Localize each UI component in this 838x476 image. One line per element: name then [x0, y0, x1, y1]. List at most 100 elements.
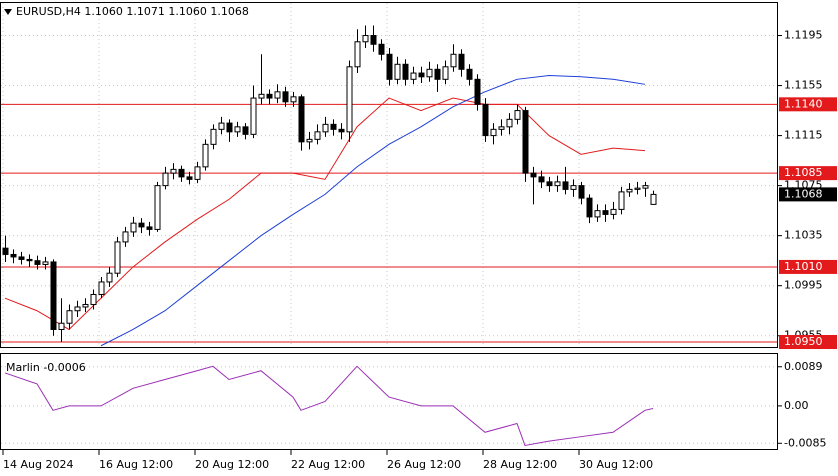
y-tick-label: 0.00 — [784, 399, 809, 412]
candle-body — [106, 272, 113, 283]
candle-body — [434, 68, 441, 80]
candle-body — [442, 66, 449, 80]
candle-body — [562, 181, 569, 190]
candle-body — [466, 68, 473, 80]
y-tick-label: 1.1195 — [784, 29, 823, 42]
candle-body — [210, 128, 217, 145]
candle-body — [346, 66, 353, 133]
candle-body — [138, 222, 145, 228]
candle-body — [18, 256, 25, 260]
collapse-arrow[interactable] — [4, 9, 12, 15]
candle-body — [626, 188, 633, 193]
candle-body — [650, 193, 657, 205]
candle-body — [34, 260, 41, 265]
candle-body — [266, 93, 273, 99]
candle-body — [218, 122, 225, 130]
candle-body — [306, 138, 313, 143]
candle-body — [394, 63, 401, 80]
candle-body — [114, 241, 121, 274]
candle-body — [498, 126, 505, 130]
y-tick-label: 1.1155 — [784, 79, 823, 92]
candle-body — [282, 91, 289, 103]
y-tick-label: 1.0995 — [784, 279, 823, 292]
y-tick-label: 1.1035 — [784, 229, 823, 242]
candle-body — [2, 247, 9, 255]
candle-body — [634, 187, 641, 190]
candle-body — [322, 123, 329, 133]
x-tick-label: 14 Aug 2024 — [3, 458, 73, 471]
level-price-box — [779, 166, 837, 181]
candle-body — [162, 172, 169, 187]
main-panel-frame — [0, 2, 778, 348]
candle-body — [10, 253, 17, 258]
moving-average-line — [4, 97, 646, 331]
oscillator-title: Marlin -0.0006 — [6, 361, 86, 374]
candle-body — [354, 41, 361, 68]
level-price-label: 1.1085 — [784, 166, 823, 179]
candle-body — [290, 96, 297, 103]
x-tick-label: 22 Aug 12:00 — [291, 458, 365, 471]
y-tick-label: -0.0085 — [784, 436, 826, 449]
candle-body — [170, 168, 177, 174]
candle-body — [546, 181, 553, 187]
candle-body — [298, 96, 305, 143]
candle-body — [610, 208, 617, 215]
y-tick-label: 1.1115 — [784, 129, 823, 142]
candle-body — [418, 72, 425, 78]
candle-body — [26, 258, 33, 262]
candle-body — [362, 35, 369, 43]
moving-average-line — [100, 75, 646, 347]
candle-body — [42, 261, 49, 265]
level-price-label: 1.1140 — [784, 97, 823, 110]
candle-body — [490, 128, 497, 137]
candle-body — [234, 126, 241, 133]
candle-body — [130, 222, 137, 233]
candle-body — [90, 293, 97, 305]
candle-body — [450, 53, 457, 68]
plot-layer: 14 Aug 2024 16 Aug 12:00 20 Aug 12:00 22 Au… — [1, 3, 782, 471]
candle-body — [426, 68, 433, 78]
level-price-box — [779, 334, 837, 349]
candle-body — [74, 306, 81, 312]
candle-body — [58, 322, 65, 330]
candle-body — [154, 185, 161, 230]
candle-body — [618, 191, 625, 210]
level-price-box — [779, 97, 837, 112]
candle-body — [554, 181, 561, 187]
level-price-label: 1.1010 — [784, 260, 823, 273]
candle-body — [522, 110, 529, 174]
x-tick-label: 30 Aug 12:00 — [579, 458, 653, 471]
y-tick-label: 0.0089 — [784, 360, 823, 373]
candle-body — [410, 72, 417, 80]
candle-body — [122, 231, 129, 243]
candle-body — [202, 143, 209, 168]
candle-body — [258, 93, 265, 99]
current-price-box — [779, 187, 837, 202]
candle-body — [178, 168, 185, 178]
chart-title: EURUSD,H4 1.1060 1.1071 1.1060 1.1068 — [16, 5, 249, 18]
candle-body — [570, 185, 577, 190]
candle-body — [586, 197, 593, 218]
candle-body — [146, 226, 153, 230]
candle-body — [226, 122, 233, 133]
x-tick-label: 20 Aug 12:00 — [195, 458, 269, 471]
oscillator-line — [4, 365, 654, 447]
current-price-label: 1.1068 — [784, 187, 823, 200]
candle-body — [250, 97, 257, 135]
candle-body — [82, 303, 89, 308]
candle-body — [474, 78, 481, 105]
candle-body — [370, 35, 377, 45]
candle-body — [386, 53, 393, 80]
candle-body — [314, 131, 321, 140]
candle-body — [330, 123, 337, 130]
level-price-box — [779, 259, 837, 274]
candle-body — [338, 128, 345, 133]
candle-body — [514, 110, 521, 120]
candle-body — [378, 43, 385, 55]
candle-body — [50, 261, 57, 330]
candle-body — [530, 172, 537, 178]
candle-body — [642, 185, 649, 189]
candle-body — [482, 103, 489, 137]
